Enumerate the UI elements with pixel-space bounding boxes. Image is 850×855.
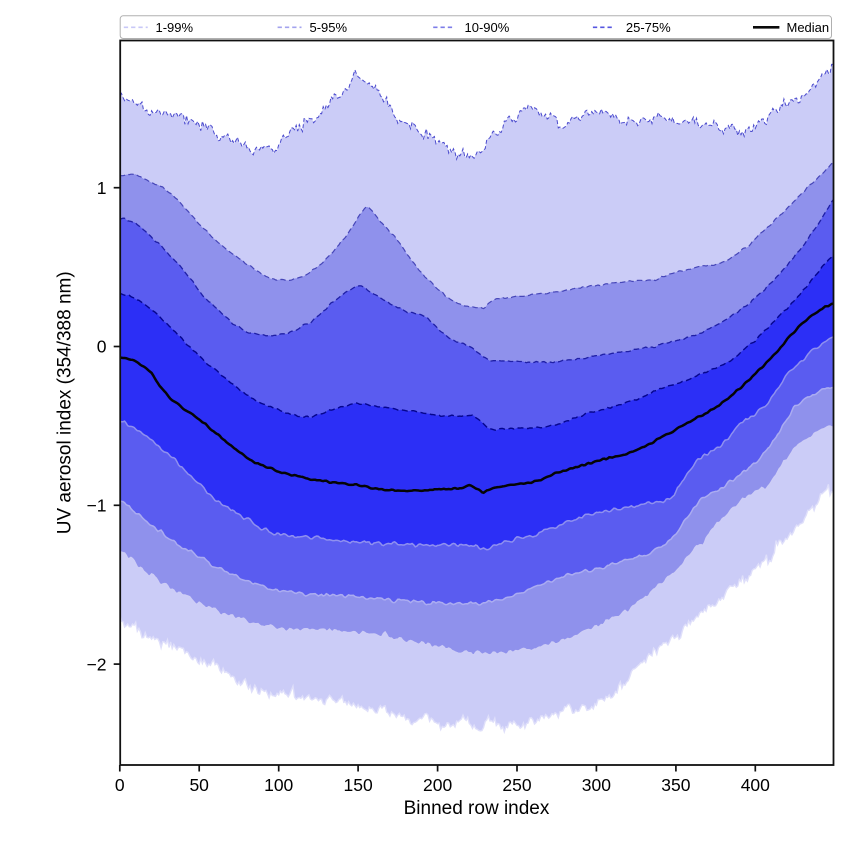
svg-text:50: 50	[189, 775, 209, 795]
svg-text:Median: Median	[787, 20, 830, 35]
svg-text:5-95%: 5-95%	[310, 20, 348, 35]
svg-text:1-99%: 1-99%	[156, 20, 194, 35]
svg-text:300: 300	[582, 775, 611, 795]
svg-text:−1: −1	[87, 496, 107, 516]
svg-text:250: 250	[502, 775, 531, 795]
svg-text:200: 200	[423, 775, 452, 795]
svg-text:1: 1	[97, 178, 107, 198]
svg-text:UV aerosol index (354/388 nm): UV aerosol index (354/388 nm)	[55, 271, 76, 534]
svg-text:0: 0	[115, 775, 125, 795]
svg-text:400: 400	[741, 775, 770, 795]
svg-text:10-90%: 10-90%	[465, 20, 510, 35]
svg-text:100: 100	[264, 775, 293, 795]
svg-text:0: 0	[97, 337, 107, 357]
svg-text:−2: −2	[87, 654, 107, 674]
svg-text:Binned row index: Binned row index	[404, 798, 550, 819]
svg-text:150: 150	[343, 775, 372, 795]
svg-text:350: 350	[661, 775, 690, 795]
svg-text:25-75%: 25-75%	[626, 20, 671, 35]
